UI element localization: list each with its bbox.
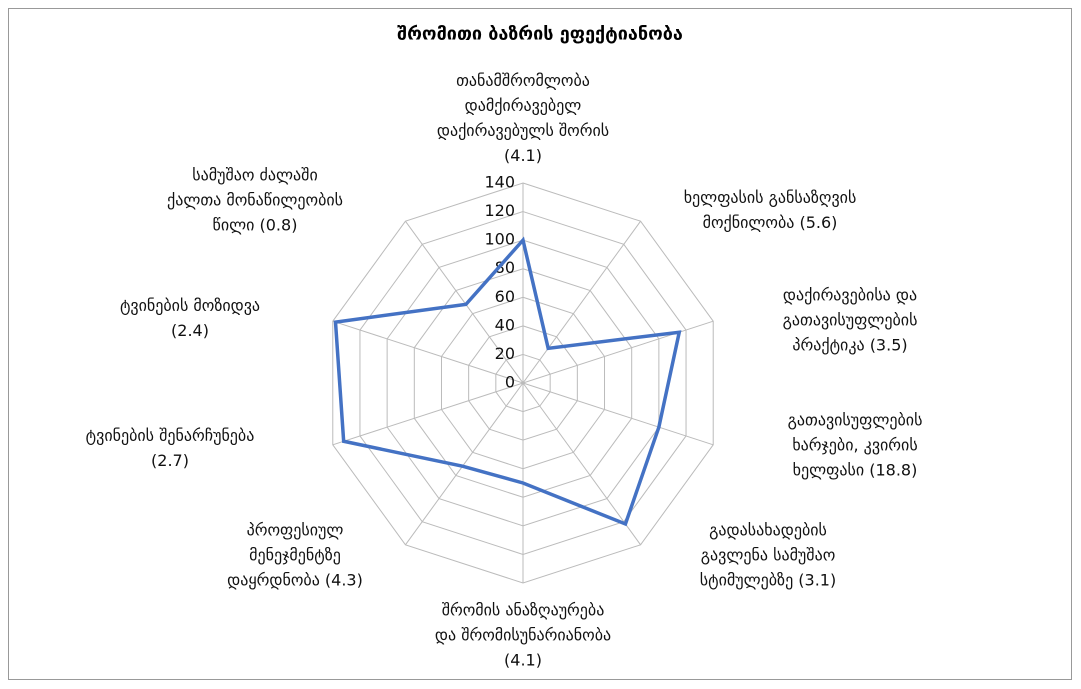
r-tick-label: 20	[495, 344, 515, 363]
r-tick-label: 80	[495, 258, 515, 277]
axis-label: სამუშაო ძალაში ქალთა მონაწილეობის წილი (…	[166, 165, 344, 235]
chart-title: შრომითი ბაზრის ეფექტიანობა	[397, 23, 683, 45]
r-tick-label: 0	[505, 373, 515, 392]
spoke	[522, 220, 641, 384]
spoke	[405, 382, 524, 546]
spoke	[522, 320, 714, 384]
axis-label: გადასახადების გავლენა სამუშაო სტიმულებზე…	[699, 520, 837, 590]
spoke	[522, 382, 641, 546]
axis-label: შრომის ანაზღაურება და შრომისუნარიანობა (…	[434, 600, 612, 670]
r-tick-label: 60	[495, 287, 515, 306]
spoke	[522, 382, 714, 446]
spoke	[405, 220, 524, 384]
r-tick-label: 100	[484, 230, 515, 249]
series-line	[333, 236, 682, 527]
r-tick-label: 120	[484, 201, 515, 220]
axis-label: ხელფასის განსაზღვის მოქნილობა (5.6)	[683, 188, 857, 232]
axis-label: თანამშრომლობა დამქირავებელ დაქირავებულს …	[436, 71, 610, 165]
axis-label: ტვინების მოზიდვა (2.4)	[119, 296, 261, 340]
r-tick-label: 40	[495, 315, 515, 334]
chart-frame	[8, 8, 1072, 680]
spoke	[332, 320, 524, 384]
axis-label: ტვინების შენარჩუნება (2.7)	[85, 426, 255, 470]
r-tick-label: 140	[484, 173, 515, 192]
axis-label: პროფესიულ მენეჯმენტზე დაყრდნობა (4.3)	[227, 520, 363, 590]
axis-label: გათავისუფლების ხარჯები, კვირის ხელფასი (…	[787, 410, 923, 480]
spoke	[332, 382, 524, 446]
axis-label: დაქირავებისა და გათავისუფლების პრაქტიკა …	[782, 285, 918, 355]
